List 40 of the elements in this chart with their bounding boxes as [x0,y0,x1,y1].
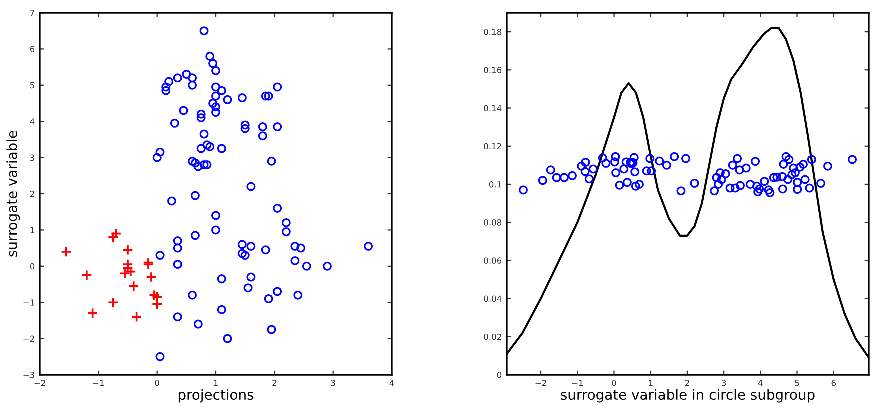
x-tick-label: 3 [331,380,336,386]
y-tick-label: 7 [30,10,34,16]
y-tick-label: 0.06 [484,258,502,264]
x-tick-label: 5 [795,380,800,386]
x-tick-label: 1 [214,380,218,386]
x-tick-label: 4 [758,380,763,386]
x-tick-label: −2 [536,380,546,386]
y-tick-label: 0 [30,263,35,270]
y-tick-label: 0.18 [484,29,502,36]
x-tick-label: 0 [155,380,160,386]
x-tick-label: 6 [832,380,836,386]
x-tick-label: −1 [93,380,104,386]
x-tick-label: 0 [612,380,616,386]
y-tick-label: 4 [30,118,35,125]
y-tick-label: 0 [497,372,502,378]
y-tick-label: 0.04 [484,296,502,302]
y-tick-label: 0.14 [484,105,502,112]
y-tick-label: 6 [30,46,35,52]
x-tick-label: −2 [34,380,46,386]
y-tick-label: 3 [30,154,34,162]
y-tick-label: −1 [24,300,34,306]
x-tick-label: 2 [685,380,690,386]
y-tick-label: −3 [24,372,34,378]
y-tick-label: 2 [30,190,34,198]
y-tick-label: 0.1 [489,181,502,188]
x-tick-label: 3 [722,380,726,386]
x-tick-label: 1 [649,380,653,386]
x-tick-label: −1 [572,380,584,386]
y-tick-label: 0.02 [484,334,502,340]
y-tick-label: 1 [30,227,34,234]
y-tick-label: 0.12 [484,143,502,150]
x-axis-title: surrogate variable in circle subgroup [561,389,815,403]
x-tick-label: 2 [272,380,276,386]
y-tick-label: −2 [24,336,34,342]
x-axis-title: projections [178,389,254,403]
y-tick-label: 0.08 [484,220,502,226]
x-tick-label: 4 [390,380,394,386]
y-tick-label: 0.16 [484,67,502,74]
y-tick-label: 5 [30,82,34,89]
y-axis-title: surrogate variable [6,131,20,257]
